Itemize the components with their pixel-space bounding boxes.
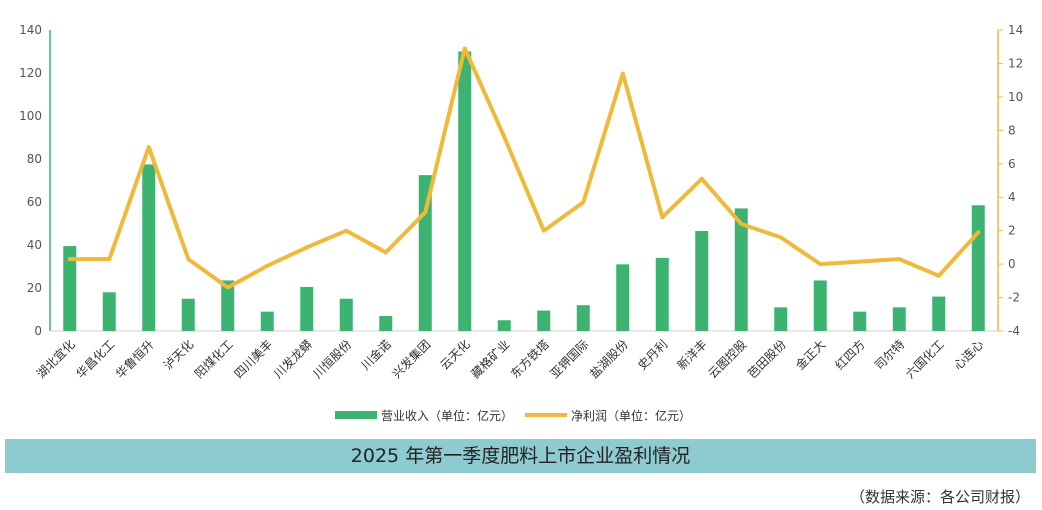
legend-bar-label: 营业收入（单位：亿元） [381, 408, 513, 423]
legend: 营业收入（单位：亿元） 净利润（单位：亿元） [335, 408, 691, 423]
category-label: 兴发集团 [389, 337, 434, 382]
revenue-bar [695, 231, 709, 331]
category-label: 云图控股 [706, 337, 750, 381]
category-label: 盐湖股份 [586, 337, 631, 382]
revenue-bar [576, 305, 590, 331]
revenue-bar [300, 286, 314, 331]
category-label: 泸天化 [161, 337, 196, 372]
right-tick-label: 14 [1008, 23, 1023, 37]
left-tick-label: 20 [27, 281, 42, 295]
category-label: 司尔特 [871, 337, 907, 373]
category-label: 新洋丰 [674, 337, 710, 373]
category-label: 红四方 [832, 337, 868, 373]
category-label: 阳煤化工 [192, 337, 236, 381]
category-label: 藏格矿业 [468, 337, 513, 382]
revenue-bar [932, 296, 946, 331]
revenue-bar [221, 280, 235, 331]
chart: 0 20 40 60 80 100 120 140 -4 -2 0 2 4 6 8 10 12 14 湖北宜化华昌… [19, 23, 1023, 423]
left-tick-label: 120 [19, 66, 42, 80]
left-tick-label: 40 [27, 238, 42, 252]
category-label: 六国化工 [903, 337, 947, 381]
revenue-bar [260, 311, 274, 331]
axes: 0 20 40 60 80 100 120 140 -4 -2 0 2 4 6 8 10 12 14 [19, 23, 1023, 338]
category-label: 川发龙蟒 [270, 337, 315, 382]
revenue-bar [616, 264, 630, 331]
revenue-bar [734, 208, 748, 331]
right-tick-label: 10 [1008, 90, 1023, 104]
revenue-bar [971, 205, 985, 331]
category-label: 川金诺 [358, 337, 394, 373]
profit-series-line [67, 46, 981, 290]
category-label: 芭田股份 [745, 337, 789, 381]
revenue-bar [537, 310, 551, 331]
left-tick-label: 0 [34, 324, 42, 338]
category-label: 川恒股份 [311, 337, 355, 381]
left-tick-label: 80 [27, 152, 42, 166]
revenue-bar [181, 298, 195, 331]
revenue-bar [339, 298, 353, 331]
category-label: 华昌化工 [74, 337, 118, 381]
data-source: （数据来源：各公司财报） [849, 488, 1030, 506]
category-label: 史丹利 [635, 337, 670, 372]
revenue-bar [892, 307, 906, 331]
category-label: 心连心 [950, 337, 986, 373]
category-label: 四川美丰 [232, 337, 276, 381]
revenue-bar [102, 292, 116, 331]
bars [63, 51, 985, 331]
right-tick-label: -4 [1008, 324, 1020, 338]
revenue-bar [655, 257, 669, 331]
revenue-bar [458, 51, 472, 331]
right-tick-label: 0 [1008, 257, 1016, 271]
left-tick-label: 100 [19, 109, 42, 123]
category-label: 亚钾国际 [548, 337, 592, 381]
profit-line [67, 46, 981, 290]
revenue-bar [774, 307, 788, 331]
category-label: 湖北宜化 [33, 337, 78, 382]
right-tick-label: 4 [1008, 190, 1016, 204]
right-tick-label: 8 [1008, 123, 1016, 137]
right-tick-label: -2 [1008, 291, 1020, 305]
revenue-bar [142, 164, 156, 331]
right-tick-label: 2 [1008, 224, 1016, 238]
category-label: 金正大 [792, 337, 828, 373]
chart-title-bar: 2025 年第一季度肥料上市企业盈利情况 [5, 439, 1036, 473]
revenue-bar [497, 320, 511, 331]
legend-bar-swatch [335, 411, 377, 419]
category-label: 云天化 [438, 337, 473, 372]
revenue-bar [379, 315, 393, 331]
left-tick-label: 60 [27, 195, 42, 209]
revenue-bar [813, 280, 827, 331]
left-tick-label: 140 [19, 23, 42, 37]
category-label: 东方铁塔 [507, 337, 552, 382]
chart-title: 2025 年第一季度肥料上市企业盈利情况 [350, 445, 691, 467]
revenue-bar [63, 246, 77, 331]
right-tick-label: 6 [1008, 157, 1016, 171]
category-label: 华鲁恒升 [113, 337, 157, 381]
right-tick-label: 12 [1008, 56, 1023, 70]
legend-line-label: 净利润（单位：亿元） [571, 408, 691, 423]
revenue-bar [853, 311, 867, 331]
